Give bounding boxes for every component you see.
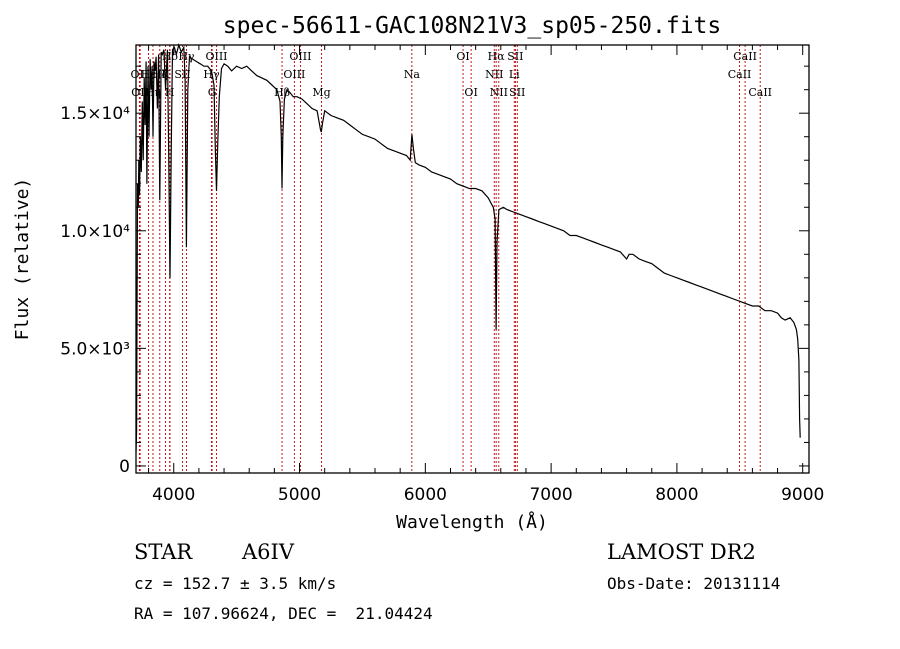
x-tick-label-3: 7000 — [529, 485, 572, 505]
x-tick-label-0: 4000 — [152, 485, 195, 505]
object-class: STAR — [134, 540, 193, 564]
chart-title: spec-56611-GAC108N21V3_sp05-250.fits — [223, 13, 722, 39]
x-tick-label-4: 8000 — [655, 485, 698, 505]
line-marker-label-15: Na — [404, 68, 421, 81]
line-marker-label-14: OIII — [283, 68, 305, 81]
line-marker-label-25: OI — [464, 86, 477, 99]
x-tick-label-5: 9000 — [781, 485, 824, 505]
y-tick-label-3: 1.5×10⁴ — [60, 104, 130, 124]
x-tick-label-1: 5000 — [278, 485, 321, 505]
y-axis-label: Flux (relative) — [12, 178, 33, 341]
line-marker-label-28: CaII — [748, 86, 772, 99]
line-marker-label-7: CaII — [733, 50, 757, 63]
survey-name: LAMOST DR2 — [607, 540, 756, 564]
obs-date-text: Obs-Date: 20131114 — [607, 574, 781, 593]
line-marker-label-26: NII — [490, 86, 508, 99]
line-marker-label-21: H — [165, 86, 175, 99]
line-marker-label-6: SII — [507, 50, 523, 63]
line-marker-label-8: OII — [131, 68, 149, 81]
line-marker-label-23: Hβ — [274, 86, 290, 99]
line-marker-label-12: SII — [174, 68, 190, 81]
y-tick-label-0: 0 — [119, 457, 130, 477]
line-marker-label-3: OIII — [289, 50, 311, 63]
line-marker-label-27: SII — [509, 86, 525, 99]
redshift-text: cz = 152.7 ± 3.5 km/s — [134, 574, 337, 593]
plot-frame — [135, 44, 810, 474]
line-marker-label-18: CaII — [728, 68, 752, 81]
line-markers — [138, 45, 761, 473]
line-marker-label-5: Hα — [488, 50, 506, 63]
line-marker-label-1: Hγ — [178, 50, 195, 63]
spectrum-line — [135, 42, 801, 452]
line-marker-label-0: Hδ — [162, 50, 179, 63]
line-marker-label-17: Li — [509, 68, 520, 81]
y-tick-label-2: 1.0×10⁴ — [60, 222, 130, 242]
line-marker-label-24: Mg — [312, 86, 330, 99]
x-axis-label: Wavelength (Å) — [396, 511, 548, 533]
x-axis-ticks: 4000 5000 6000 7000 8000 9000 — [148, 45, 824, 505]
object-subclass: A6IV — [242, 540, 294, 564]
line-marker-label-2: OIII — [205, 50, 227, 63]
line-marker-label-4: OI — [456, 50, 469, 63]
x-tick-label-2: 6000 — [404, 485, 447, 505]
coordinates-text: RA = 107.96624, DEC = 21.04424 — [134, 604, 433, 623]
y-axis-ticks: 0 5.0×10³ 1.0×10⁴ 1.5×10⁴ — [60, 65, 809, 477]
line-marker-label-16: NII — [485, 68, 503, 81]
line-marker-label-22: G — [208, 86, 217, 99]
y-tick-label-1: 5.0×10³ — [60, 339, 130, 359]
